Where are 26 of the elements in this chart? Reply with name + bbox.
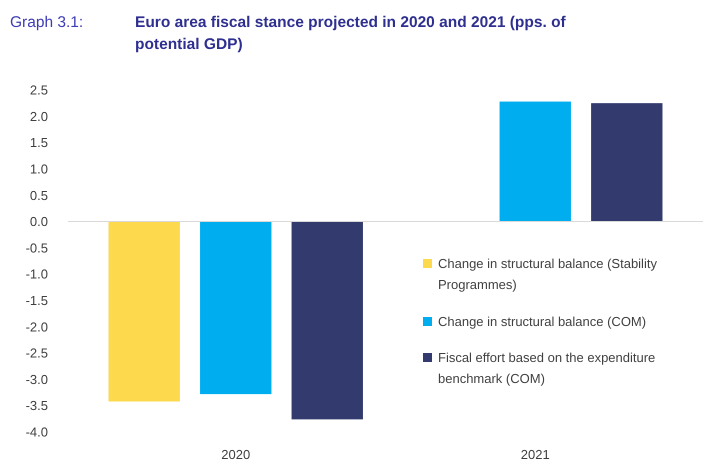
bar [200, 222, 272, 394]
y-tick-label: -3.5 [26, 398, 48, 414]
chart-title: Euro area fiscal stance projected in 2020 and 2021 (pps. of potential GDP) [135, 14, 567, 53]
legend-label: Change in structural balance (COM) [438, 314, 646, 329]
legend-label: Change in structural balance (Stability Programmes) [438, 256, 658, 292]
x-tick-label: 2021 [520, 447, 550, 462]
x-tick-label: 2020 [221, 447, 250, 462]
y-tick-label: -1.5 [26, 293, 48, 308]
bar [108, 222, 180, 402]
caption: Graph 3.1: [10, 14, 84, 31]
y-tick-label: -2.0 [26, 319, 48, 334]
y-tick-label: -2.5 [26, 346, 48, 361]
y-tick-label: 2.0 [30, 108, 48, 124]
y-tick-label: -4.0 [26, 424, 48, 440]
y-tick-label: -3.0 [26, 372, 48, 387]
y-tick-label: 1.0 [30, 161, 48, 176]
bar [591, 103, 662, 222]
y-tick-label: 2.5 [30, 82, 48, 98]
y-tick-label: 1.5 [30, 135, 48, 150]
y-tick-label: -0.5 [26, 240, 48, 256]
legend-label: Fiscal effort based on the expenditure benchmark (COM) [438, 350, 656, 386]
y-tick-label: -1.0 [26, 266, 48, 282]
y-tick-label: 0.5 [30, 188, 48, 203]
bar [292, 222, 363, 420]
y-tick-label: 0.0 [30, 214, 48, 230]
bar [500, 102, 571, 222]
